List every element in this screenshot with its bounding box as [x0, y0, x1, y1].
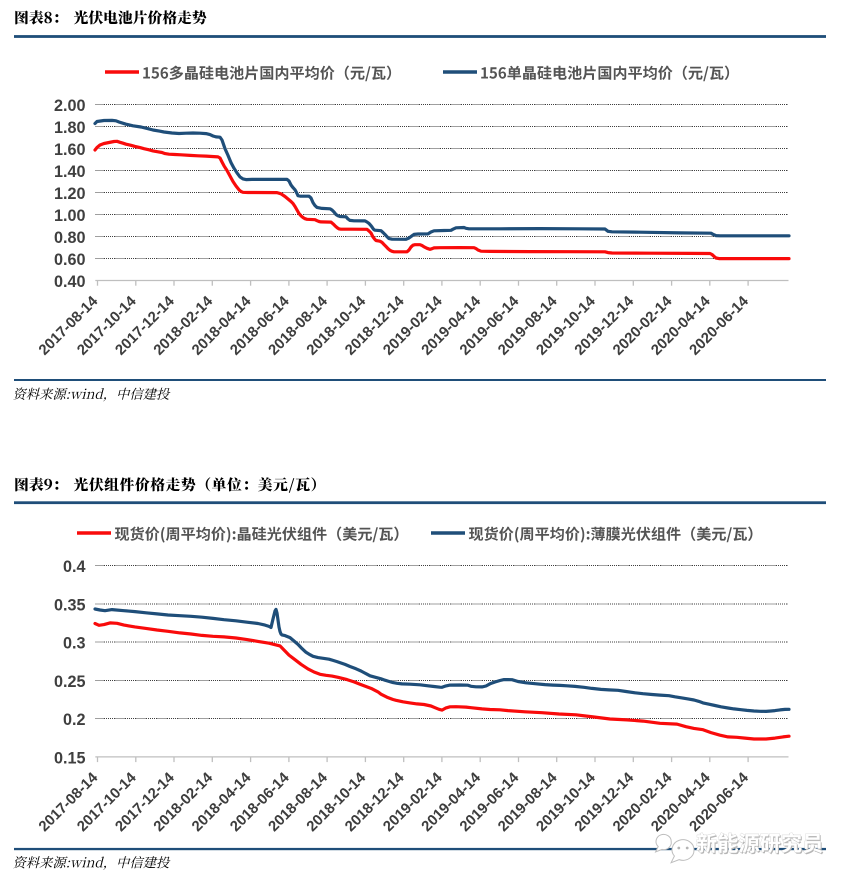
svg-text:2.00: 2.00	[54, 97, 86, 115]
svg-text:0.80: 0.80	[54, 229, 86, 247]
svg-text:0.3: 0.3	[63, 635, 86, 653]
svg-text:1.00: 1.00	[54, 207, 86, 225]
svg-text:1.60: 1.60	[54, 141, 86, 159]
svg-text:0.40: 0.40	[54, 273, 86, 291]
svg-text:1.40: 1.40	[54, 163, 86, 181]
svg-text:0.15: 0.15	[54, 749, 86, 767]
svg-text:0.25: 0.25	[54, 673, 86, 691]
svg-text:0.60: 0.60	[54, 251, 86, 269]
svg-text:1.80: 1.80	[54, 119, 86, 137]
svg-text:0.35: 0.35	[54, 596, 86, 614]
svg-text:0.4: 0.4	[63, 558, 86, 576]
svg-text:0.2: 0.2	[63, 711, 86, 729]
svg-text:1.20: 1.20	[54, 185, 86, 203]
